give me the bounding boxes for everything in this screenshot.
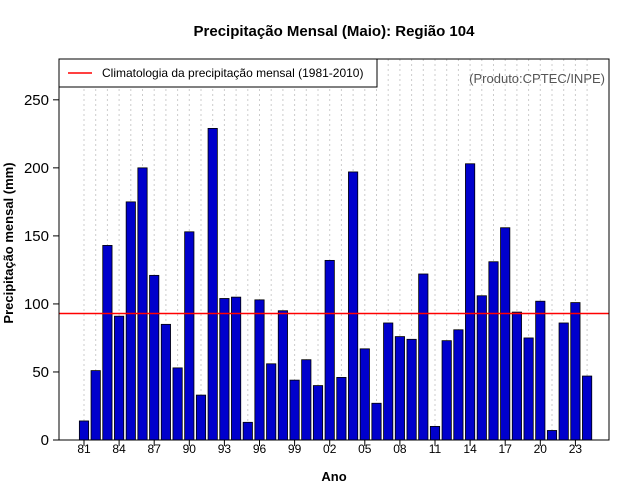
- legend: Climatologia da precipitação mensal (198…: [58, 58, 378, 88]
- bar-1981: [78, 420, 90, 441]
- x-tick-label: 11: [429, 442, 442, 456]
- x-tick-label: 99: [288, 442, 302, 456]
- bar-2002: [324, 259, 335, 441]
- bar-1994: [231, 296, 242, 441]
- bar-2003: [336, 377, 347, 441]
- bar-2006: [371, 402, 382, 441]
- bar-2022: [558, 322, 569, 441]
- y-axis-label: Precipitação mensal (mm): [1, 162, 16, 323]
- x-tick-label: 08: [393, 442, 407, 456]
- bar-2018: [511, 311, 522, 441]
- legend-label: Climatologia da precipitação mensal (198…: [102, 66, 363, 80]
- bar-2023: [570, 302, 581, 441]
- bars-group: [78, 127, 593, 441]
- bar-1992: [207, 127, 218, 441]
- y-tick-label: 150: [24, 228, 49, 245]
- bar-1987: [149, 274, 160, 441]
- y-tick-label: 250: [24, 92, 49, 109]
- x-tick-label: 02: [323, 442, 337, 456]
- bar-2014: [465, 163, 476, 441]
- y-tick-label: 100: [24, 296, 49, 313]
- x-tick-label: 14: [463, 442, 477, 456]
- bar-2016: [488, 261, 499, 441]
- x-axis: 81 84 87 90 93 96 99 02 05 08 11 14 17 20 23: [77, 439, 583, 456]
- bar-2004: [348, 171, 359, 441]
- y-tick-label: 50: [32, 364, 49, 381]
- bar-1986: [137, 167, 148, 441]
- bar-1983: [102, 245, 113, 441]
- x-tick-label: 96: [253, 442, 267, 456]
- bar-2017: [500, 227, 511, 441]
- bar-2020: [535, 300, 546, 441]
- bar-2011: [429, 425, 441, 441]
- x-tick-label: 87: [148, 442, 162, 456]
- bar-1990: [184, 231, 195, 441]
- bar-1991: [195, 394, 207, 441]
- bar-2012: [441, 340, 452, 441]
- bar-1984: [114, 315, 125, 441]
- bar-1999: [289, 379, 300, 441]
- bar-2021: [546, 430, 558, 441]
- x-tick-label: 81: [77, 442, 91, 456]
- x-tick-label: 93: [218, 442, 232, 456]
- bar-2000: [301, 359, 312, 441]
- x-tick-label: 90: [183, 442, 197, 456]
- bar-2008: [394, 336, 405, 441]
- x-tick-label: 23: [569, 442, 583, 456]
- x-tick-label: 84: [112, 442, 126, 456]
- bar-2005: [359, 348, 370, 441]
- grid-lines: [83, 59, 588, 440]
- bar-1988: [160, 323, 171, 441]
- bar-2019: [523, 337, 534, 441]
- chart-title: Precipitação Mensal (Maio): Região 104: [194, 23, 476, 40]
- bar-1998: [277, 310, 288, 441]
- y-tick-label: 200: [24, 160, 49, 177]
- x-tick-label: 05: [358, 442, 372, 456]
- bar-2009: [406, 338, 417, 441]
- bar-1997: [266, 363, 277, 441]
- x-tick-label: 20: [534, 442, 548, 456]
- bar-1982: [90, 370, 101, 441]
- bar-1996: [254, 299, 265, 441]
- x-axis-label: Ano: [321, 469, 346, 484]
- y-tick-label: 0: [41, 432, 49, 449]
- bar-2015: [476, 295, 487, 441]
- y-axis: 0 50 100 150 200 250: [24, 92, 59, 449]
- bar-2001: [312, 385, 324, 441]
- legend-box: [58, 58, 378, 88]
- bar-2024: [582, 375, 593, 441]
- bar-1995: [242, 421, 253, 441]
- bar-2013: [453, 329, 464, 441]
- bar-1993: [219, 298, 230, 441]
- bar-2010: [418, 273, 429, 441]
- bar-1985: [125, 201, 136, 441]
- bar-2007: [383, 322, 394, 441]
- x-tick-label: 17: [499, 442, 513, 456]
- bar-1989: [172, 367, 183, 441]
- source-note: (Produto:CPTEC/INPE): [469, 71, 605, 86]
